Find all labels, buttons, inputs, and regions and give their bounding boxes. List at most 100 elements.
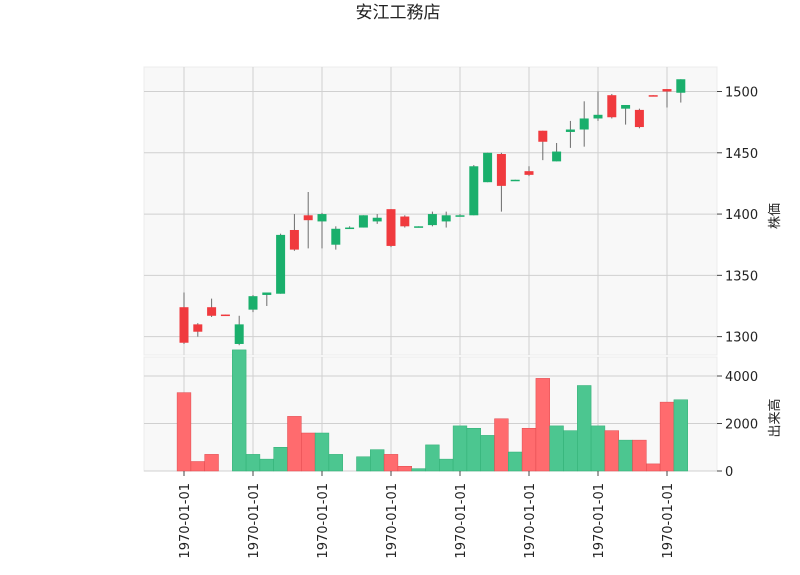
candle-body xyxy=(538,130,548,142)
candle-body xyxy=(207,307,217,316)
candle-body xyxy=(593,114,603,119)
volume-bar xyxy=(439,458,454,472)
candle-body xyxy=(579,118,589,130)
volume-bars xyxy=(176,349,688,472)
candle-body xyxy=(262,292,272,295)
volume-bar xyxy=(480,435,495,472)
volume-bar xyxy=(521,428,537,472)
volume-bar xyxy=(370,449,385,472)
candle-body xyxy=(621,104,631,109)
x-tick-label: 1970-01-01 xyxy=(247,483,262,559)
price-axis-label: 株価 xyxy=(768,203,783,229)
candle-body xyxy=(248,296,258,310)
volume-bar xyxy=(273,447,288,472)
volume-bar xyxy=(356,456,371,472)
x-tick-label: 1970-01-01 xyxy=(592,483,607,559)
candle-body xyxy=(565,129,575,132)
volume-bar xyxy=(190,461,205,472)
volume-bar xyxy=(563,430,578,472)
volume-bar xyxy=(411,468,426,472)
x-tick-label: 1970-01-01 xyxy=(178,483,193,559)
price-tick-label: 1350 xyxy=(725,269,758,284)
candle-body xyxy=(441,215,451,222)
price-panel: 1300 1350 1400 1450 1500 xyxy=(143,66,758,356)
volume-bar xyxy=(508,451,523,472)
candle-body xyxy=(400,216,410,227)
candle-body xyxy=(289,229,299,250)
candle-body xyxy=(317,214,327,222)
x-tick-label: 1970-01-01 xyxy=(454,483,469,559)
volume-bar xyxy=(176,392,192,472)
volume-bar xyxy=(245,454,261,472)
volume-bar xyxy=(425,444,440,472)
candle-body xyxy=(386,209,396,246)
volume-bar xyxy=(314,432,330,472)
price-tick-label: 1500 xyxy=(725,86,758,101)
volume-bar xyxy=(646,463,661,472)
volume-tick-labels: 0 2000 4000 xyxy=(717,370,758,480)
candle-body xyxy=(648,95,658,97)
price-plot-background xyxy=(143,66,718,356)
price-tick-label: 1450 xyxy=(725,147,758,162)
chart-title: 安江工務店 xyxy=(356,3,441,23)
candle-body xyxy=(345,227,355,230)
candle-body xyxy=(552,151,562,162)
candle-body xyxy=(276,234,286,294)
volume-bar xyxy=(535,378,550,472)
volume-bar xyxy=(618,439,633,472)
volume-bar xyxy=(204,454,219,472)
candle-body xyxy=(220,314,230,317)
x-tick-label: 1970-01-01 xyxy=(523,483,538,559)
volume-bar xyxy=(590,425,606,472)
volume-bar xyxy=(466,428,481,472)
volume-panel: 0 2000 4000 xyxy=(143,349,758,480)
candle-body xyxy=(455,215,465,217)
volume-bar xyxy=(328,454,343,472)
candle-body xyxy=(234,324,244,344)
price-tick-labels: 1300 1350 1400 1450 1500 xyxy=(717,86,758,346)
candle-body xyxy=(193,324,203,332)
candle-body xyxy=(469,166,479,216)
x-tick-label: 1970-01-01 xyxy=(385,483,400,559)
candle-body xyxy=(607,95,617,118)
volume-bar xyxy=(287,416,302,472)
volume-bar xyxy=(577,385,592,472)
volume-bar xyxy=(383,454,399,472)
volume-bar xyxy=(673,399,688,472)
candle-body xyxy=(483,152,493,183)
x-tick-label: 1970-01-01 xyxy=(316,483,331,559)
candle-body xyxy=(676,79,686,93)
candle-body xyxy=(414,226,424,228)
candle-body xyxy=(179,307,189,343)
candles xyxy=(179,79,686,346)
candle-body xyxy=(524,171,534,175)
volume-tick-label: 0 xyxy=(725,465,733,480)
volume-tick-label: 2000 xyxy=(725,418,758,433)
candle-body xyxy=(427,214,437,226)
volume-bar xyxy=(632,439,647,472)
volume-bar xyxy=(397,466,412,472)
candle-body xyxy=(634,109,644,128)
volume-bar xyxy=(301,432,316,472)
volume-bar xyxy=(494,418,509,472)
price-tick-label: 1300 xyxy=(725,331,758,346)
volume-tick-label: 4000 xyxy=(725,370,758,385)
candle-body xyxy=(372,217,382,222)
volume-bar xyxy=(659,401,675,472)
candle-body xyxy=(303,215,313,221)
volume-bar xyxy=(549,425,564,472)
price-tick-label: 1400 xyxy=(725,208,758,223)
candle-body xyxy=(358,215,368,228)
candle-body xyxy=(662,89,672,92)
volume-bar xyxy=(259,458,274,472)
candle-body xyxy=(331,228,341,245)
price-gridlines xyxy=(144,67,717,355)
volume-bar xyxy=(604,430,619,472)
volume-axis-label: 出来高 xyxy=(767,398,783,437)
volume-bar xyxy=(232,349,247,472)
x-axis-tick-labels: 1970-01-01 1970-01-01 1970-01-01 1970-01-01… xyxy=(178,471,676,559)
candle-body xyxy=(510,179,520,182)
volume-bar xyxy=(452,425,468,472)
candle-body xyxy=(496,154,506,186)
